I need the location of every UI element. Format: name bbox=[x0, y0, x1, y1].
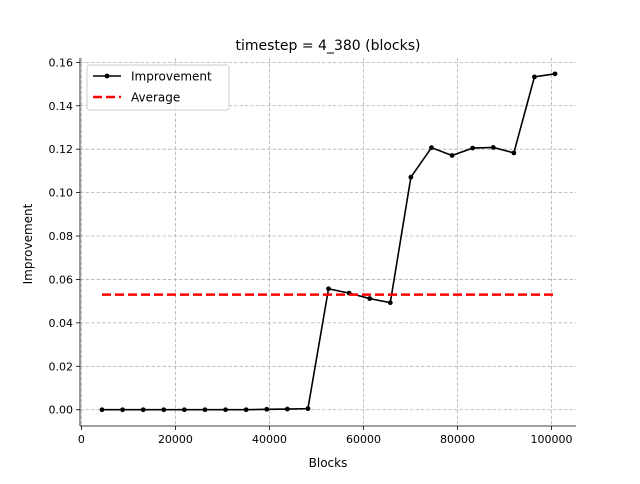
x-tick-label: 80000 bbox=[440, 433, 475, 446]
x-tick-label: 20000 bbox=[158, 433, 193, 446]
improvement-point bbox=[470, 145, 476, 151]
improvement-point bbox=[326, 286, 331, 292]
legend-label-average: Average bbox=[131, 91, 180, 105]
improvement-point bbox=[223, 407, 228, 413]
x-axis-label: Blocks bbox=[309, 456, 348, 470]
improvement-point bbox=[243, 407, 249, 413]
improvement-line bbox=[102, 73, 556, 411]
improvement-point bbox=[284, 406, 290, 412]
y-tick-label: 0.16 bbox=[49, 56, 74, 69]
improvement-point bbox=[387, 300, 393, 306]
improvement-point bbox=[367, 296, 373, 301]
y-tick-label: 0.00 bbox=[49, 404, 74, 417]
legend-box bbox=[86, 64, 230, 111]
improvement-point bbox=[120, 407, 125, 413]
plot-area bbox=[99, 71, 558, 413]
y-tick-label: 0.12 bbox=[49, 143, 74, 156]
x-tick-label: 60000 bbox=[346, 433, 381, 446]
chart-title: timestep = 4_380 (blocks) bbox=[236, 38, 421, 54]
improvement-point bbox=[449, 153, 455, 158]
x-tick-label: 100000 bbox=[531, 433, 573, 446]
improvement-point bbox=[202, 407, 208, 413]
improvement-point bbox=[305, 406, 311, 412]
legend-marker-improvement bbox=[104, 73, 110, 79]
y-tick-label: 0.02 bbox=[49, 360, 74, 373]
improvement-point bbox=[181, 407, 187, 413]
improvement-point bbox=[490, 145, 496, 150]
improvement-point bbox=[552, 71, 558, 77]
improvement-point bbox=[532, 74, 537, 80]
y-tick-label: 0.04 bbox=[49, 317, 74, 330]
y-axis-label: Improvement bbox=[21, 203, 35, 284]
y-tick-label: 0.08 bbox=[49, 230, 74, 243]
improvement-point bbox=[161, 407, 167, 413]
improvement-point bbox=[408, 174, 414, 180]
x-tick-label: 40000 bbox=[252, 433, 287, 446]
improvement-point bbox=[429, 145, 434, 151]
improvement-point bbox=[140, 407, 146, 413]
y-tick-label: 0.10 bbox=[49, 187, 74, 200]
legend-label-improvement: Improvement bbox=[131, 70, 212, 84]
x-tick-label: 0 bbox=[78, 433, 85, 446]
improvement-point bbox=[511, 150, 517, 156]
y-tick-label: 0.14 bbox=[49, 100, 74, 113]
axes: 0 20000 40000 60000 80000 100000 0.00 0.02 0.04 0… bbox=[49, 56, 576, 446]
y-tick-label: 0.06 bbox=[49, 273, 74, 286]
improvement-point bbox=[99, 407, 105, 413]
improvement-point bbox=[264, 406, 270, 412]
grid bbox=[80, 58, 576, 426]
legend: Improvement Average bbox=[86, 64, 230, 111]
